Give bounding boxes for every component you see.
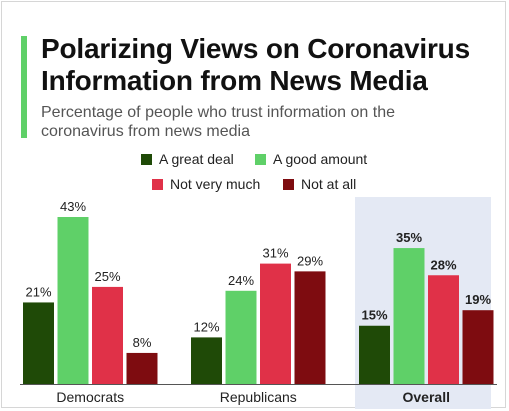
bar-overall-a-great-deal [359,325,390,384]
chart-title-line-2: Information from News Media [41,65,428,96]
legend-swatch-a-good-amount [255,153,266,165]
bar-democrats-not-at-all [126,352,158,384]
bar-republicans-not-very-much [260,263,291,384]
legend-item-a-great-deal: A great deal [141,151,234,167]
data-label-republicans-a-great-deal: 12% [193,319,219,334]
legend-item-a-good-amount: A good amount [255,151,367,167]
legend-label-not-at-all: Not at all [301,176,357,192]
bar-overall-not-very-much [428,275,459,384]
data-label-overall-a-great-deal: 15% [361,308,387,323]
bar-overall-not-at-all [462,310,494,384]
bar-democrats-a-good-amount [57,217,89,384]
data-label-democrats-a-great-deal: 21% [25,284,51,299]
legend-label-a-great-deal: A great deal [159,151,234,167]
category-label-overall: Overall [403,389,450,405]
bar-democrats-a-great-deal [23,302,54,384]
bar-democrats-not-very-much [92,286,123,384]
bar-overall-a-good-amount [393,248,425,384]
title-accent-bar [21,36,27,138]
legend-swatch-not-at-all [283,178,294,190]
chart-subtitle-line-1: Percentage of people who trust informati… [41,104,395,121]
data-label-republicans-not-at-all: 29% [297,253,323,268]
data-label-overall-not-very-much: 28% [430,257,456,272]
chart-title-line-1: Polarizing Views on Coronavirus [41,33,470,64]
legend-swatch-not-very-much [152,178,163,190]
legend-item-not-at-all: Not at all [283,176,356,192]
data-label-overall-a-good-amount: 35% [396,230,422,245]
data-label-democrats-a-good-amount: 43% [60,199,86,214]
category-label-democrats: Democrats [56,389,124,405]
data-label-democrats-not-at-all: 8% [133,335,152,350]
data-label-republicans-a-good-amount: 24% [228,273,254,288]
legend-label-a-good-amount: A good amount [273,151,368,167]
chart-subtitle-line-2: coronavirus from news media [41,123,250,140]
data-label-democrats-not-very-much: 25% [94,269,120,284]
category-label-republicans: Republicans [220,389,297,405]
chart-title: Polarizing Views on Coronavirus Informat… [41,33,501,97]
chart-subtitle: Percentage of people who trust informati… [41,103,481,141]
bar-republicans-a-good-amount [225,290,257,384]
legend-swatch-a-great-deal [141,153,152,165]
legend-label-not-very-much: Not very much [170,176,261,192]
legend-item-not-very-much: Not very much [152,176,260,192]
bar-republicans-a-great-deal [191,337,222,384]
bar-republicans-not-at-all [294,271,326,384]
data-label-republicans-not-very-much: 31% [262,246,288,261]
data-label-overall-not-at-all: 19% [465,292,491,307]
